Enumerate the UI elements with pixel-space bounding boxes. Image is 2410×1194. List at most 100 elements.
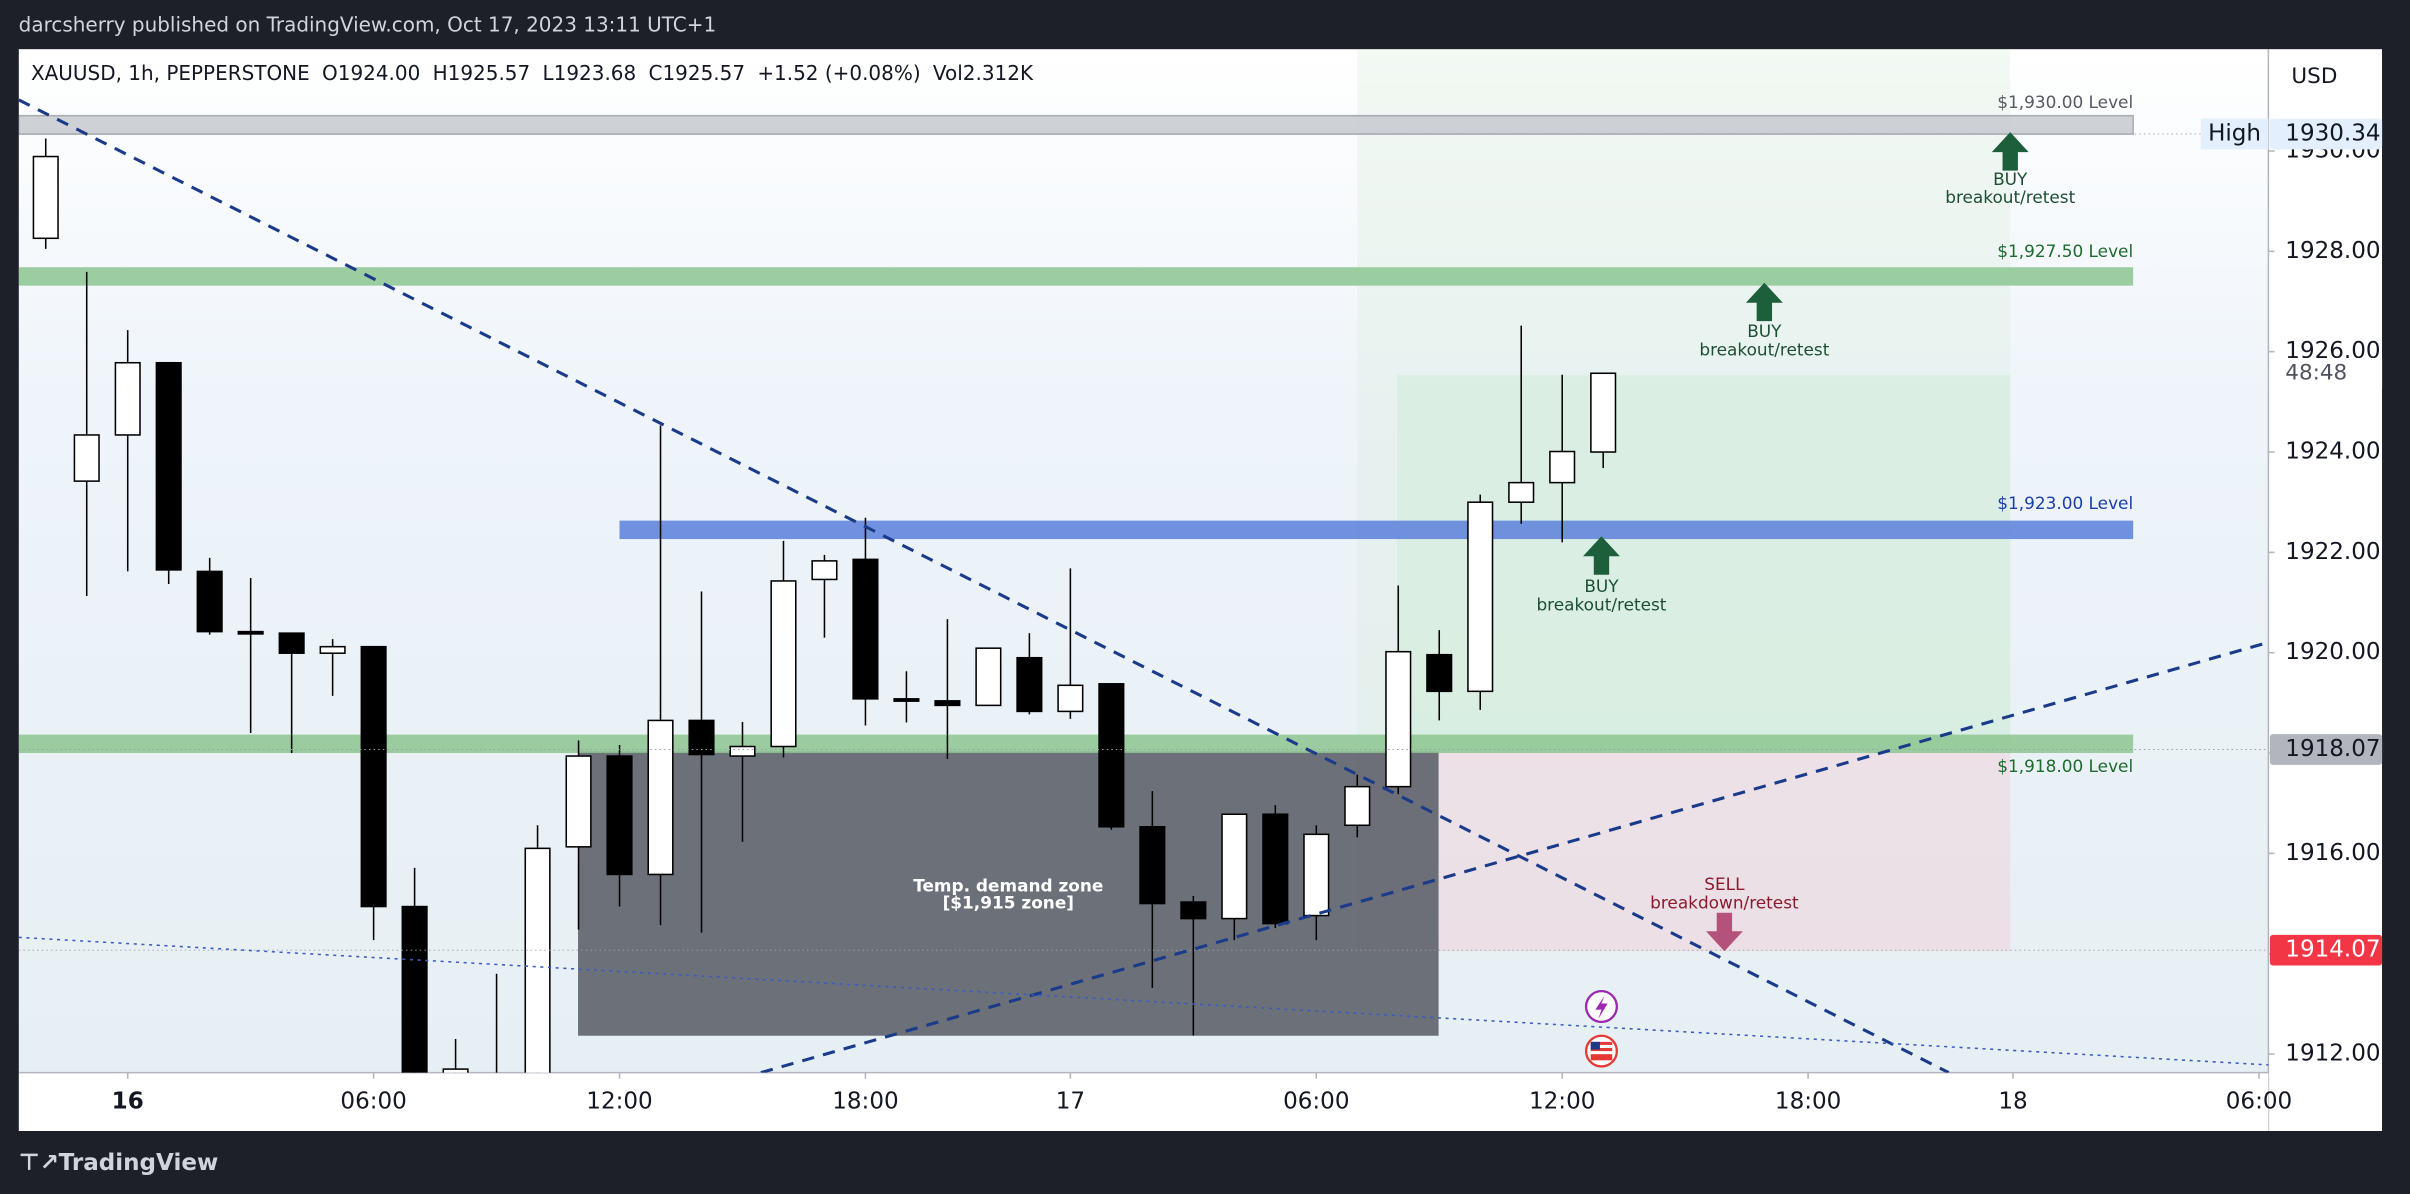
candle-body: [1344, 785, 1371, 827]
candle-body: [852, 558, 879, 700]
candle-body: [1139, 826, 1166, 905]
y-tick-label: 1924.00: [2285, 439, 2380, 465]
price-axis: [2268, 49, 2383, 1131]
y-tick-label: 1912.00: [2285, 1041, 2380, 1067]
price-label: 1918.07: [2285, 736, 2380, 762]
zone-label: [$1,915 zone]: [943, 893, 1074, 913]
frame: [0, 49, 19, 1131]
candle-body: [729, 745, 756, 757]
y-tick-label: 1922.00: [2285, 539, 2380, 565]
candle-body: [975, 647, 1002, 707]
candle-body: [32, 155, 59, 240]
candle-body: [1016, 656, 1043, 713]
candle-body: [606, 755, 633, 876]
legend-item: Vol2.312K: [933, 60, 1034, 84]
legend-item: XAUUSD, 1h, PEPPERSTONE: [31, 60, 310, 84]
annotation-text: BUY: [1584, 576, 1619, 596]
legend: XAUUSD, 1h, PEPPERSTONE O1924.00 H1925.57 L…: [31, 60, 1034, 84]
position-profit-zone: [1397, 374, 2011, 752]
candle-body: [442, 1068, 469, 1073]
candle-body: [73, 434, 100, 482]
event-icons: [1584, 990, 1618, 1068]
x-tick-label: 16: [112, 1088, 144, 1114]
signal-arrow: [1745, 282, 1783, 322]
position-target-zone: [1357, 49, 2011, 752]
candle-body: [155, 361, 182, 571]
countdown: 48:48: [2285, 360, 2347, 385]
signal-arrow: [1991, 132, 2029, 171]
currency-label: USD: [2291, 64, 2337, 89]
annotation-text: breakout/retest: [1945, 187, 2075, 207]
level-band: [18, 267, 2134, 286]
trend-lines: [18, 98, 2269, 1073]
price-label: 1930.34: [2285, 120, 2380, 146]
price-label-tag: [2200, 118, 2269, 150]
legend-item: H1925.57: [433, 60, 531, 84]
level-band: [18, 734, 2134, 754]
candle-body: [1467, 501, 1494, 693]
candle-body: [1549, 450, 1576, 484]
level-label: $1,923.00 Level: [1997, 493, 2133, 513]
frame: [2382, 49, 2410, 1131]
y-tick-label: 1916.00: [2285, 840, 2380, 866]
plot-layer: [18, 49, 2269, 1073]
x-tick-label: 06:00: [2226, 1088, 2292, 1114]
level-label: $1,918.00 Level: [1997, 756, 2133, 776]
candle-body: [688, 719, 715, 756]
level-label: $1,930.00 Level: [1997, 92, 2133, 112]
x-tick-label: 18:00: [1775, 1088, 1841, 1114]
position-stop-zone: [1357, 751, 2011, 952]
trend-line: [18, 936, 2269, 1066]
publish-header: darcsherry published on TradingView.com,…: [19, 13, 717, 37]
price-label-text: High: [2208, 120, 2261, 146]
candle-body: [647, 719, 674, 876]
lightning-icon: [1595, 995, 1608, 1019]
x-tick-label: 17: [1056, 1088, 1085, 1114]
candle-body: [1098, 683, 1125, 828]
x-tick-label: 18: [1998, 1088, 2027, 1114]
annotation-text: SELL: [1704, 874, 1745, 894]
x-tick-label: 12:00: [1529, 1088, 1595, 1114]
annotation-text: breakout/retest: [1699, 339, 1829, 359]
candle-body: [401, 905, 428, 1073]
x-tick-label: 06:00: [340, 1088, 406, 1114]
candle-body: [565, 755, 592, 848]
candle-body: [524, 847, 551, 1073]
x-tick-label: 06:00: [1283, 1088, 1349, 1114]
logo-mark: ⊤↗: [19, 1150, 59, 1176]
price-label: 1914.07: [2285, 937, 2380, 963]
annotation-text: breakdown/retest: [1650, 893, 1799, 913]
level-label: $1,927.50 Level: [1997, 241, 2133, 261]
flag-stripe: [1590, 1044, 1613, 1049]
candle-body: [114, 361, 141, 436]
price-label-box: [2269, 734, 2383, 765]
level-band: [18, 114, 2134, 135]
candle-body: [196, 570, 223, 633]
y-tick-label: 1928.00: [2285, 238, 2380, 264]
candle-body: [1426, 653, 1453, 693]
candle-body: [1221, 813, 1248, 920]
candle-body: [1180, 901, 1207, 920]
candle-body: [237, 630, 264, 635]
signal-arrow: [1583, 536, 1620, 575]
candle-body: [1590, 372, 1617, 453]
candle-body: [1508, 481, 1535, 503]
flag-stripe: [1590, 1051, 1613, 1055]
candle-body: [770, 580, 797, 748]
candle-body: [360, 645, 387, 908]
candle-body: [811, 560, 838, 581]
trend-line: [760, 640, 2269, 1073]
price-label-box: [2269, 934, 2383, 966]
candle-body: [1057, 684, 1084, 713]
level-band: [619, 520, 2134, 540]
candle-body: [893, 698, 920, 702]
demand-zone: [578, 751, 1439, 1036]
x-tick-label: 18:00: [832, 1088, 898, 1114]
legend-item: +1.52 (+0.08%): [757, 60, 920, 84]
zone-label: Temp. demand zone: [913, 876, 1103, 896]
legend-item: L1923.68: [543, 60, 637, 84]
signal-arrow: [1705, 912, 1743, 952]
candle-body: [278, 632, 305, 654]
